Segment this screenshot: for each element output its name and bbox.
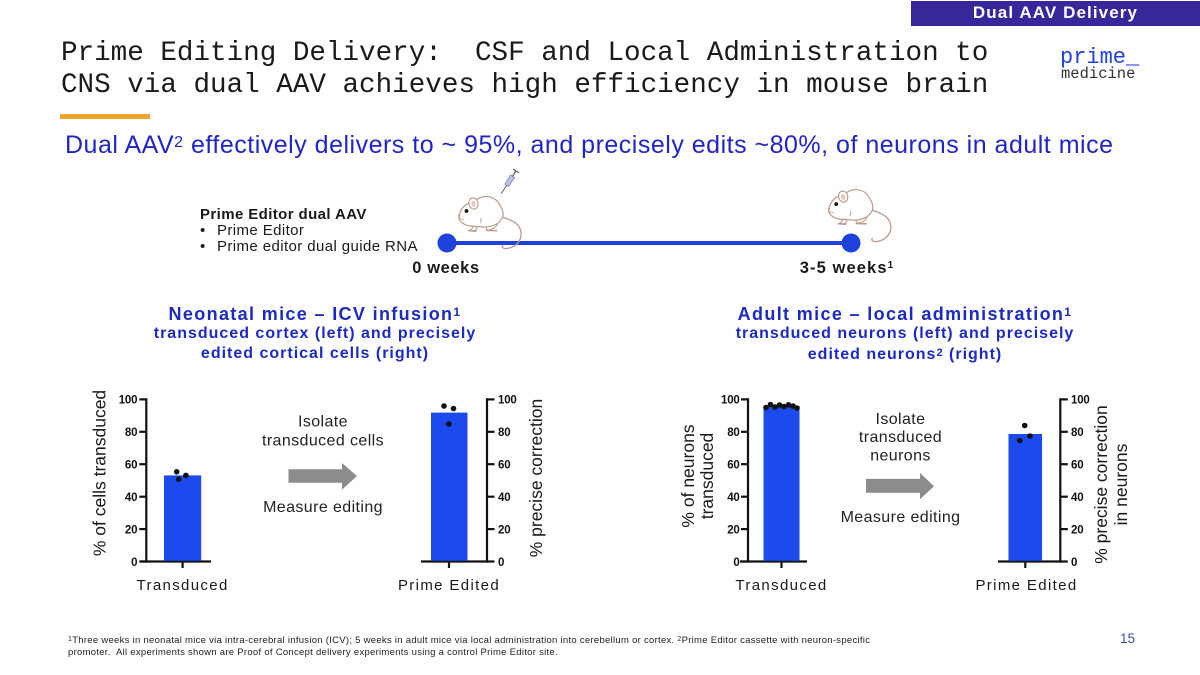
svg-text:Transduced: Transduced — [137, 577, 229, 594]
svg-text:20: 20 — [125, 524, 137, 536]
svg-text:in neurons: in neurons — [1111, 443, 1131, 525]
svg-text:40: 40 — [498, 492, 510, 504]
svg-text:20: 20 — [1071, 524, 1083, 536]
svg-text:80: 80 — [125, 427, 137, 439]
svg-text:40: 40 — [1071, 492, 1083, 504]
svg-text:0: 0 — [498, 557, 504, 569]
svg-text:80: 80 — [727, 427, 739, 439]
svg-text:0: 0 — [733, 557, 739, 569]
svg-text:40: 40 — [727, 492, 739, 504]
svg-text:Measure editing: Measure editing — [841, 509, 961, 526]
svg-text:100: 100 — [119, 395, 138, 407]
svg-text:transduced cells: transduced cells — [262, 433, 384, 450]
svg-text:100: 100 — [1071, 395, 1090, 407]
svg-text:20: 20 — [727, 524, 739, 536]
svg-text:Prime Edited: Prime Edited — [975, 577, 1077, 594]
svg-text:transduced: transduced — [697, 433, 717, 520]
svg-text:100: 100 — [721, 395, 740, 407]
svg-text:transduced: transduced — [859, 429, 942, 446]
svg-text:Transduced: Transduced — [735, 577, 827, 594]
svg-text:neurons: neurons — [870, 448, 931, 465]
svg-text:% precise correction: % precise correction — [526, 399, 546, 558]
svg-text:Isolate: Isolate — [298, 414, 348, 431]
svg-text:40: 40 — [125, 492, 137, 504]
svg-text:0: 0 — [131, 557, 137, 569]
svg-text:60: 60 — [1071, 460, 1083, 472]
svg-text:20: 20 — [498, 524, 510, 536]
svg-text:% precise correction: % precise correction — [1091, 405, 1111, 564]
svg-text:% of cells transduced: % of cells transduced — [90, 390, 110, 556]
svg-text:Prime Edited: Prime Edited — [398, 577, 500, 594]
svg-text:60: 60 — [498, 460, 510, 472]
svg-text:Measure editing: Measure editing — [263, 499, 383, 516]
svg-text:100: 100 — [498, 395, 517, 407]
svg-text:60: 60 — [727, 460, 739, 472]
svg-text:% of neurons: % of neurons — [678, 424, 698, 527]
svg-text:Isolate: Isolate — [876, 411, 926, 428]
svg-text:80: 80 — [1071, 427, 1083, 439]
svg-text:60: 60 — [125, 460, 137, 472]
svg-text:0: 0 — [1071, 557, 1077, 569]
svg-text:80: 80 — [498, 427, 510, 439]
